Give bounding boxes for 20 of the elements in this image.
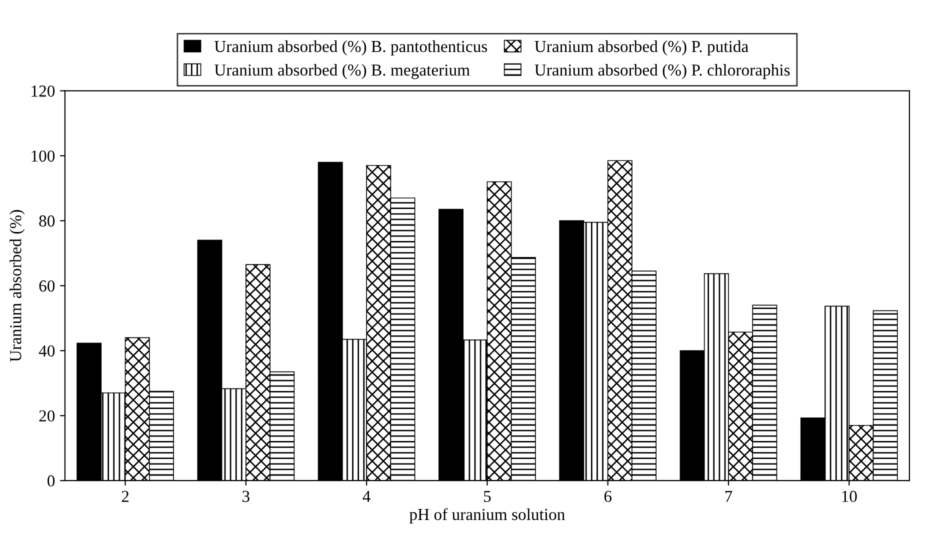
legend-label: Uranium absorbed (%) P. putida	[534, 40, 748, 56]
y-tick-label: 120	[32, 85, 55, 97]
y-tick-label: 60	[39, 280, 55, 292]
x-tick-label: 10	[842, 490, 857, 502]
x-axis-title: pH of uranium solution	[409, 508, 565, 524]
x-tick-label: 7	[725, 490, 732, 502]
y-tick-label: 20	[39, 410, 55, 422]
y-tick-label: 0	[48, 475, 55, 487]
y-tick-label: 80	[39, 215, 55, 227]
y-axis-title: Uranium absorbed (%)	[10, 210, 25, 362]
x-tick-label: 6	[604, 490, 612, 502]
x-tick-label: 5	[484, 490, 491, 502]
legend-label: Uranium absorbed (%) B. megaterium	[214, 64, 470, 80]
y-tick-label: 40	[38, 345, 55, 357]
y-tick-label: 100	[32, 150, 55, 162]
legend-label: Uranium absorbed (%) B. pantothenticus	[214, 40, 488, 56]
x-tick-label: 4	[362, 490, 370, 502]
x-tick-label: 3	[242, 490, 250, 502]
x-tick-label: 2	[122, 490, 129, 502]
legend-label: Uranium absorbed (%) P. chlororaphis	[534, 64, 790, 80]
